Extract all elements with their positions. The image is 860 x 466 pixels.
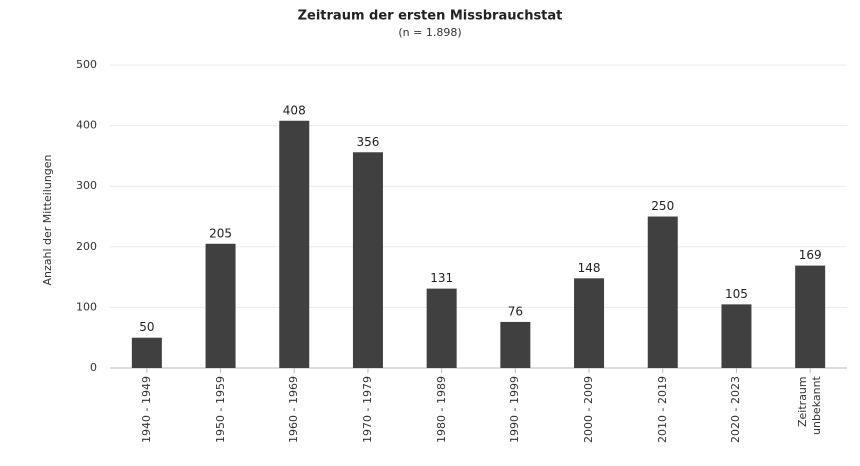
chart-title: Zeitraum der ersten Missbrauchstat bbox=[298, 9, 563, 24]
y-tick-label: 300 bbox=[76, 179, 97, 192]
y-axis-label: Anzahl der Mitteilungen bbox=[41, 154, 54, 285]
x-tick-label: 2020 - 2023 bbox=[729, 376, 743, 443]
value-label: 169 bbox=[799, 248, 822, 262]
value-label: 205 bbox=[209, 226, 232, 240]
y-tick-label: 0 bbox=[90, 361, 97, 374]
value-label: 250 bbox=[651, 199, 674, 213]
bar bbox=[426, 288, 457, 368]
x-tick-label: 1940 - 1949 bbox=[139, 376, 153, 443]
bar bbox=[500, 321, 531, 368]
bar bbox=[352, 152, 383, 368]
value-label: 131 bbox=[430, 271, 453, 285]
y-tick-label: 200 bbox=[76, 240, 97, 253]
bar bbox=[205, 243, 236, 368]
bar bbox=[721, 304, 752, 368]
value-label: 76 bbox=[508, 304, 523, 318]
y-tick-label: 500 bbox=[76, 58, 97, 71]
x-tick-label: 1950 - 1959 bbox=[213, 376, 227, 443]
x-tick-label: 2000 - 2009 bbox=[582, 376, 596, 443]
bar bbox=[131, 337, 162, 368]
y-tick-label: 400 bbox=[76, 119, 97, 132]
value-label: 105 bbox=[725, 287, 748, 301]
chart-subtitle: (n = 1.898) bbox=[398, 26, 461, 39]
value-label: 408 bbox=[283, 103, 306, 117]
bar bbox=[574, 278, 605, 368]
bar bbox=[279, 120, 310, 368]
x-tick-label: 1960 - 1969 bbox=[287, 376, 301, 443]
x-tick-label: 2010 - 2019 bbox=[655, 376, 669, 443]
x-tick-label: 1980 - 1989 bbox=[434, 376, 448, 443]
bar bbox=[647, 216, 678, 368]
x-tick-label: Zeitraum unbekannt bbox=[796, 376, 824, 435]
x-tick-label: 1970 - 1979 bbox=[360, 376, 374, 443]
value-label: 356 bbox=[356, 135, 379, 149]
x-tick-label: 1990 - 1999 bbox=[508, 376, 522, 443]
value-label: 148 bbox=[578, 261, 601, 275]
bar bbox=[795, 265, 826, 368]
value-label: 50 bbox=[139, 320, 154, 334]
y-tick-label: 100 bbox=[76, 300, 97, 313]
